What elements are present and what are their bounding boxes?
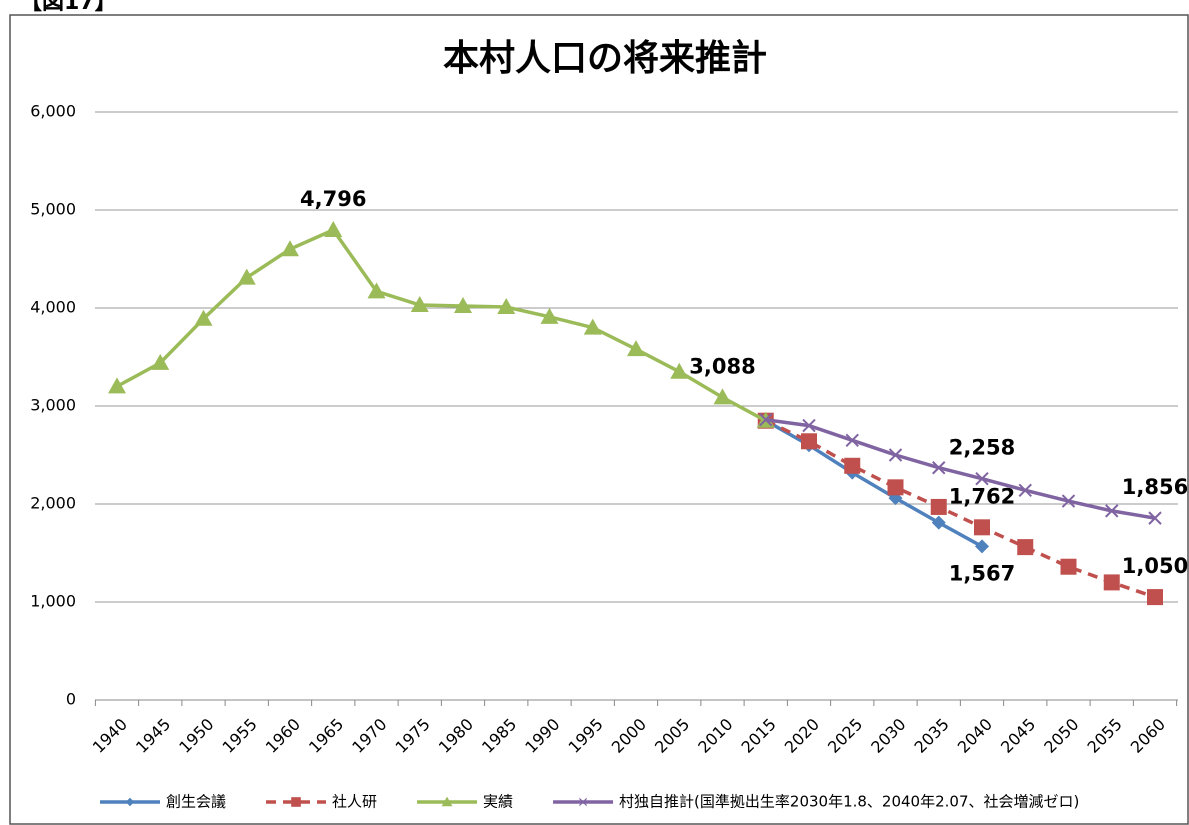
point xyxy=(1148,511,1162,525)
point xyxy=(1103,574,1120,591)
chart-title: 本村人口の将来推計 xyxy=(443,38,767,79)
point xyxy=(759,413,773,427)
point xyxy=(1105,504,1119,518)
point xyxy=(108,377,126,394)
value-label: 1,567 xyxy=(949,561,1015,585)
point xyxy=(888,448,903,462)
point xyxy=(887,479,904,496)
point xyxy=(367,282,386,299)
point xyxy=(713,388,732,405)
legend-marker xyxy=(291,797,301,807)
point xyxy=(844,457,861,474)
legend-marker xyxy=(441,796,453,807)
legend-item: 社人研 xyxy=(266,793,377,811)
point xyxy=(194,309,213,326)
point xyxy=(931,515,946,530)
value-label: 1,762 xyxy=(949,484,1015,508)
point xyxy=(930,498,947,515)
value-label: 3,088 xyxy=(689,354,755,378)
series-line xyxy=(764,419,1156,599)
legend-label: 実績 xyxy=(483,793,513,811)
value-label: 2,258 xyxy=(949,436,1015,460)
point xyxy=(1017,539,1034,556)
point xyxy=(540,307,559,324)
point xyxy=(1147,589,1163,606)
point xyxy=(975,539,989,554)
y-tick-label: 4,000 xyxy=(30,298,76,317)
legend-label: 社人研 xyxy=(332,793,377,811)
point xyxy=(627,340,645,357)
point xyxy=(281,240,299,257)
point xyxy=(410,296,429,313)
legend-item: 創生会議 xyxy=(100,793,226,811)
value-label: 1,050 xyxy=(1122,554,1188,578)
figure-label: 【図17】 xyxy=(20,0,117,15)
value-label: 4,796 xyxy=(300,187,366,211)
point xyxy=(801,433,817,450)
point xyxy=(845,433,859,448)
point xyxy=(324,220,343,237)
point xyxy=(802,418,816,433)
series-line xyxy=(765,417,1156,520)
point xyxy=(497,298,516,315)
legend-marker xyxy=(125,797,135,807)
legend-label: 創生会議 xyxy=(166,793,226,811)
point xyxy=(1018,483,1032,497)
point xyxy=(151,353,170,370)
legend-label: 村独自推計(国準拠出生率2030年1.8、2040年2.07、社会増減ゼロ) xyxy=(619,793,1079,811)
point xyxy=(670,362,689,379)
point xyxy=(1060,558,1077,575)
point xyxy=(932,461,946,475)
legend-marker xyxy=(579,797,588,807)
y-tick-label: 3,000 xyxy=(30,396,76,415)
series-line xyxy=(116,227,767,423)
y-tick-label: 0 xyxy=(66,690,76,709)
y-tick-label: 1,000 xyxy=(30,592,76,611)
legend-item: 村独自推計(国準拠出生率2030年1.8、2040年2.07、社会増減ゼロ) xyxy=(553,793,1079,811)
legend-item: 実績 xyxy=(417,793,513,811)
point xyxy=(583,318,602,335)
point xyxy=(974,519,990,536)
point xyxy=(454,297,472,314)
y-tick-label: 5,000 xyxy=(30,200,76,219)
y-tick-label: 6,000 xyxy=(30,102,76,121)
chart-frame xyxy=(9,14,1189,825)
value-label: 1,856 xyxy=(1122,475,1188,499)
point xyxy=(237,268,256,285)
point xyxy=(975,472,989,486)
point xyxy=(1061,494,1076,508)
y-tick-label: 2,000 xyxy=(30,494,76,513)
